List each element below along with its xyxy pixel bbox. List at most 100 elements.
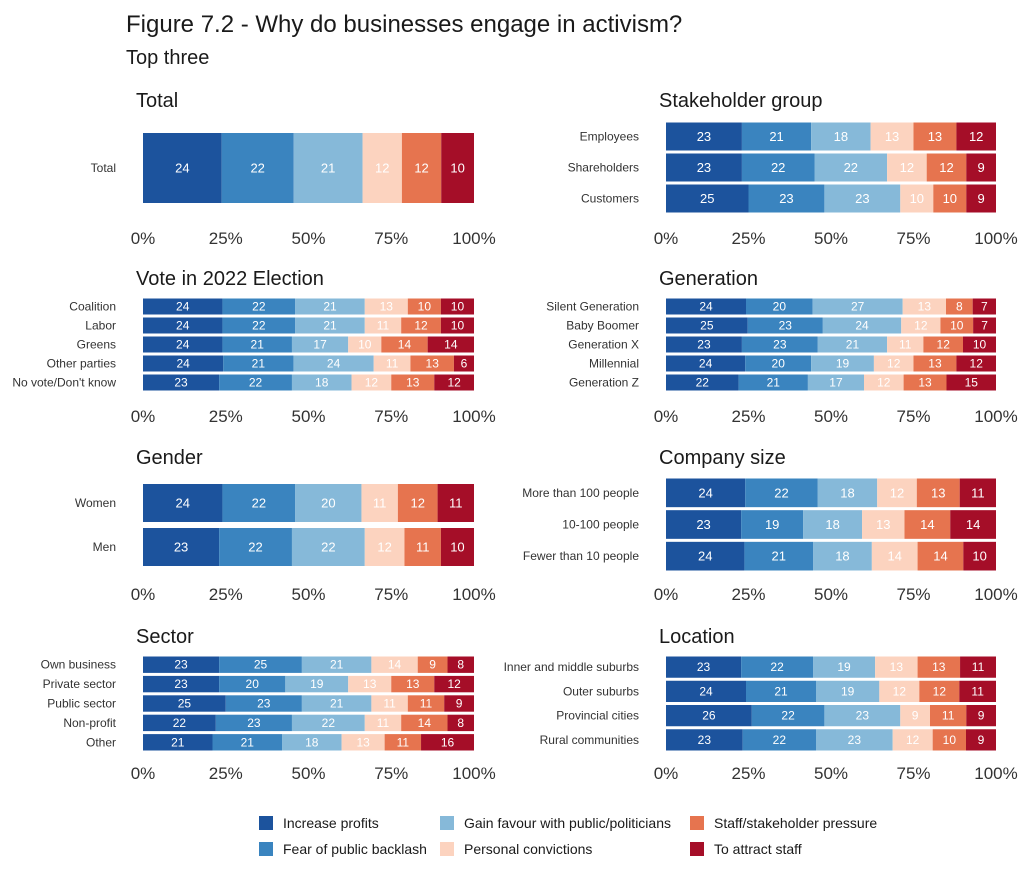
data-label: 11	[373, 496, 387, 511]
data-label: 19	[841, 684, 855, 698]
data-label: 10	[950, 319, 964, 333]
bar-segment	[887, 336, 924, 353]
data-label: 12	[365, 376, 379, 390]
data-label: 23	[174, 540, 188, 555]
data-label: 10	[943, 733, 957, 747]
data-label: 25	[178, 697, 192, 711]
bar-segment	[295, 484, 362, 522]
bar-segment	[410, 355, 454, 372]
category-label: Non-profit	[63, 716, 116, 730]
data-label: 12	[887, 357, 901, 371]
category-label: Shareholders	[568, 161, 639, 175]
category-label: Private sector	[43, 677, 116, 691]
data-label: 10	[451, 300, 465, 314]
bar-segment	[401, 133, 442, 203]
bar-segment	[282, 734, 342, 751]
x-tick-label: 50%	[814, 585, 848, 604]
x-tick-label: 100%	[452, 764, 495, 783]
data-label: 14	[887, 549, 901, 564]
panel-title: Location	[659, 626, 735, 648]
bar-segment	[956, 355, 996, 372]
bar-segment	[900, 705, 930, 727]
data-label: 22	[173, 716, 187, 730]
data-label: 21	[771, 549, 785, 564]
data-label: 23	[174, 658, 188, 672]
bar-segment	[919, 680, 960, 702]
data-label: 9	[978, 160, 985, 175]
panel-sector: Sector Own business 23 25 21 14 9 8 Private sect…	[41, 626, 496, 783]
x-tick-label: 25%	[731, 764, 765, 783]
category-label: Fewer than 10 people	[523, 549, 639, 563]
bar-segment	[447, 656, 474, 673]
bar-segment	[892, 729, 933, 751]
bar-segment	[862, 510, 905, 539]
data-label: 22	[771, 160, 785, 175]
bar-segment	[817, 478, 878, 508]
data-label: 11	[377, 716, 390, 730]
bar-segment	[666, 122, 742, 151]
data-label: 19	[836, 357, 850, 371]
data-label: 18	[315, 376, 329, 390]
data-label: 9	[912, 709, 919, 723]
bar-segment	[143, 734, 213, 751]
data-label: 12	[970, 357, 984, 371]
x-tick-label: 100%	[452, 229, 495, 248]
bar-segment	[421, 734, 474, 751]
data-label: 13	[918, 376, 932, 390]
panel-title: Vote in 2022 Election	[136, 268, 324, 290]
x-tick-label: 50%	[814, 229, 848, 248]
data-label: 10	[972, 549, 986, 564]
bar-segment	[404, 528, 441, 566]
category-label: Outer suburbs	[563, 684, 639, 698]
panel-title: Gender	[136, 447, 203, 469]
bar-segment	[666, 355, 746, 372]
data-label: 18	[835, 549, 849, 564]
category-label: Coalition	[69, 300, 116, 314]
bar-segment	[813, 541, 872, 571]
data-label: 11	[383, 697, 396, 711]
bar-segment	[816, 729, 893, 751]
bar-segment	[940, 317, 974, 334]
bar-segment	[666, 153, 742, 182]
category-label: Millennial	[589, 357, 639, 371]
data-label: 13	[426, 357, 440, 371]
bar-segment	[803, 510, 863, 539]
bar-segment	[397, 484, 438, 522]
data-label: 22	[250, 161, 264, 176]
data-label: 13	[363, 677, 377, 691]
panel-title: Stakeholder group	[659, 90, 822, 112]
bar-segment	[440, 317, 474, 334]
data-label: 11	[386, 357, 399, 371]
bar-segment	[434, 675, 474, 693]
data-label: 22	[252, 319, 266, 333]
data-label: 9	[456, 697, 463, 711]
legend-swatch	[259, 842, 273, 856]
panel-vote-in-2022-election: Vote in 2022 Election Coalition 24 22 21 13 10…	[12, 268, 495, 426]
data-label: 24	[176, 319, 190, 333]
data-label: 23	[696, 517, 710, 532]
data-label: 22	[770, 660, 784, 674]
x-tick-label: 0%	[654, 585, 679, 604]
x-tick-label: 50%	[291, 764, 325, 783]
data-label: 25	[700, 191, 714, 206]
data-label: 7	[981, 319, 988, 333]
data-label: 10	[418, 300, 432, 314]
x-tick-label: 100%	[452, 407, 495, 426]
panel-stakeholder-group: Stakeholder group Employees 23 21 18 13 13 12 Sh…	[568, 90, 1018, 248]
bar-segment	[434, 374, 474, 391]
data-label: 12	[377, 540, 391, 555]
bar-segment	[362, 133, 402, 203]
bar-segment	[902, 298, 946, 315]
x-tick-label: 50%	[814, 407, 848, 426]
bar-segment	[913, 122, 957, 151]
bar-segment	[407, 298, 441, 315]
data-label: 22	[252, 300, 266, 314]
bar-segment	[143, 695, 226, 712]
bar-segment	[293, 355, 374, 372]
x-tick-label: 75%	[374, 229, 408, 248]
data-label: 13	[932, 660, 946, 674]
data-label: 23	[848, 733, 862, 747]
legend-item-to-attract-staff: To attract staff	[690, 841, 802, 857]
